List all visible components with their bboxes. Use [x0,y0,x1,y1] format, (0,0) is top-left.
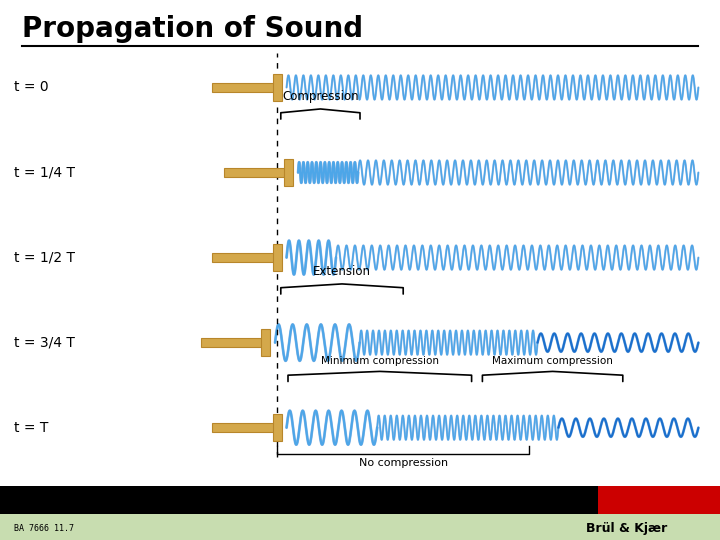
FancyBboxPatch shape [201,338,266,347]
FancyBboxPatch shape [224,168,289,177]
Text: Maximum compression: Maximum compression [492,355,613,366]
Text: Brül & Kjær: Brül & Kjær [586,522,667,535]
Text: Compression: Compression [282,90,359,103]
FancyBboxPatch shape [212,423,277,432]
Text: No compression: No compression [359,458,448,468]
FancyBboxPatch shape [273,414,282,441]
FancyBboxPatch shape [261,329,270,356]
FancyBboxPatch shape [273,244,282,271]
Bar [0,514,720,540]
FancyBboxPatch shape [212,83,277,92]
Text: t = T: t = T [14,421,49,435]
Text: BA 7666 11.7: BA 7666 11.7 [14,524,74,532]
Bar [0,486,598,514]
FancyBboxPatch shape [212,253,277,262]
Text: Propagation of Sound: Propagation of Sound [22,15,363,43]
Text: t = 1/2 T: t = 1/2 T [14,251,76,265]
Bar [598,486,720,514]
Text: t = 3/4 T: t = 3/4 T [14,336,76,349]
FancyBboxPatch shape [273,74,282,101]
Text: t = 1/4 T: t = 1/4 T [14,166,76,179]
Text: Minimum compression: Minimum compression [321,355,438,366]
Text: t = 0: t = 0 [14,80,49,94]
FancyBboxPatch shape [284,159,293,186]
Text: Extension: Extension [313,265,371,278]
